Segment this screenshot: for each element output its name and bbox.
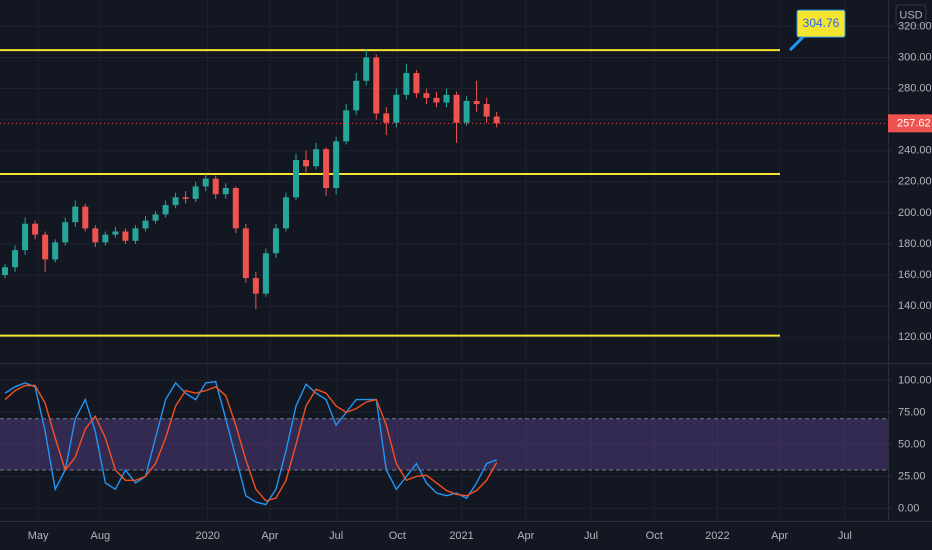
- y-tick-label: 240.00: [898, 145, 932, 157]
- y-tick-label: 50.00: [898, 438, 926, 450]
- candle-body: [303, 160, 310, 167]
- y-tick-label: 25.00: [898, 470, 926, 482]
- candle-body: [52, 242, 59, 260]
- candle-body: [413, 73, 420, 94]
- candle-body: [443, 94, 450, 103]
- candle-body: [313, 149, 320, 167]
- candle-body: [252, 278, 259, 294]
- grid: [0, 0, 888, 520]
- candle-body: [363, 57, 370, 81]
- candle-body: [282, 197, 289, 229]
- x-tick-label: Apr: [517, 530, 534, 542]
- candle-body: [293, 160, 299, 198]
- candle-body: [12, 250, 19, 268]
- y-tick-label: 300.00: [898, 51, 932, 63]
- y-tick-label: 280.00: [898, 82, 932, 94]
- candle-body: [192, 186, 199, 199]
- band-fill: [0, 418, 888, 471]
- candle-body: [132, 228, 139, 241]
- candle-body: [22, 223, 29, 251]
- x-tick-label: Aug: [91, 530, 111, 542]
- candle-body: [493, 116, 500, 124]
- y-tick-label: 100.00: [898, 374, 932, 386]
- candle-body: [92, 228, 99, 243]
- candle-body: [433, 97, 440, 103]
- candle-body: [262, 253, 269, 294]
- x-tick-label: Oct: [646, 530, 663, 542]
- candle-body: [152, 214, 159, 221]
- plot-area: 304.76: [0, 9, 888, 506]
- candle-body: [232, 187, 239, 229]
- y-tick-label: 140.00: [898, 300, 932, 312]
- candle-body: [32, 223, 39, 235]
- y-tick-label: 0.00: [898, 502, 919, 514]
- candle-body: [212, 178, 219, 195]
- x-tick-label: 2022: [705, 530, 729, 542]
- candle-body: [142, 220, 149, 229]
- candle-body: [122, 231, 129, 241]
- y-tick-label: 160.00: [898, 269, 932, 281]
- candle-body: [242, 228, 249, 279]
- candle-body: [343, 110, 350, 142]
- candle-body: [393, 94, 400, 123]
- candle-body: [272, 228, 279, 254]
- candle-body: [162, 205, 169, 215]
- callout-box: [796, 9, 846, 38]
- candle-body: [112, 231, 119, 235]
- candle-body: [42, 234, 49, 260]
- x-tick-label: Jul: [329, 530, 343, 542]
- x-tick-label: May: [28, 530, 49, 542]
- axes: 120.00 140.00 160.00 180.00 200.00 220.00 240.…: [28, 20, 932, 542]
- stoch-line: [4, 384, 498, 502]
- currency-label: USD: [899, 9, 922, 21]
- x-tick-label: Apr: [261, 530, 278, 542]
- candle-body: [2, 267, 9, 275]
- candle-body: [72, 206, 79, 223]
- last-price-box: [888, 114, 932, 133]
- stoch-line: [4, 380, 497, 506]
- candle-body: [453, 94, 460, 123]
- candle-body: [62, 222, 69, 243]
- candle-body: [82, 206, 89, 229]
- last-price-label: 257.62: [897, 118, 931, 130]
- y-tick-label: 75.00: [898, 406, 926, 418]
- y-tick-label: 180.00: [898, 238, 932, 250]
- candle-body: [333, 141, 340, 188]
- y-tick-label: 220.00: [898, 176, 932, 188]
- candle-body: [323, 149, 330, 188]
- x-tick-label: 2020: [195, 530, 219, 542]
- callout-label: 304.76: [803, 16, 840, 30]
- x-tick-label: 2021: [449, 530, 473, 542]
- y-tick-label: 320.00: [898, 20, 932, 32]
- candle-body: [202, 178, 209, 187]
- candle-body: [383, 113, 390, 123]
- x-tick-label: Jul: [584, 530, 598, 542]
- candle-body: [403, 73, 410, 95]
- currency-box[interactable]: [895, 4, 927, 26]
- callout-pointer: [788, 35, 806, 52]
- candle-body: [463, 100, 470, 123]
- candle-body: [172, 197, 179, 206]
- candle-body: [373, 57, 380, 114]
- candle-body: [222, 187, 229, 195]
- x-tick-label: Apr: [771, 530, 788, 542]
- y-tick-label: 200.00: [898, 207, 932, 219]
- candle-body: [473, 100, 480, 105]
- candle-body: [353, 80, 360, 111]
- x-tick-label: Jul: [838, 530, 852, 542]
- candle-body: [483, 104, 490, 117]
- candle-body: [423, 93, 430, 98]
- y-tick-label: 120.00: [898, 331, 932, 343]
- x-tick-label: Oct: [389, 530, 406, 542]
- candle-body: [102, 234, 109, 243]
- candle-body: [182, 197, 189, 199]
